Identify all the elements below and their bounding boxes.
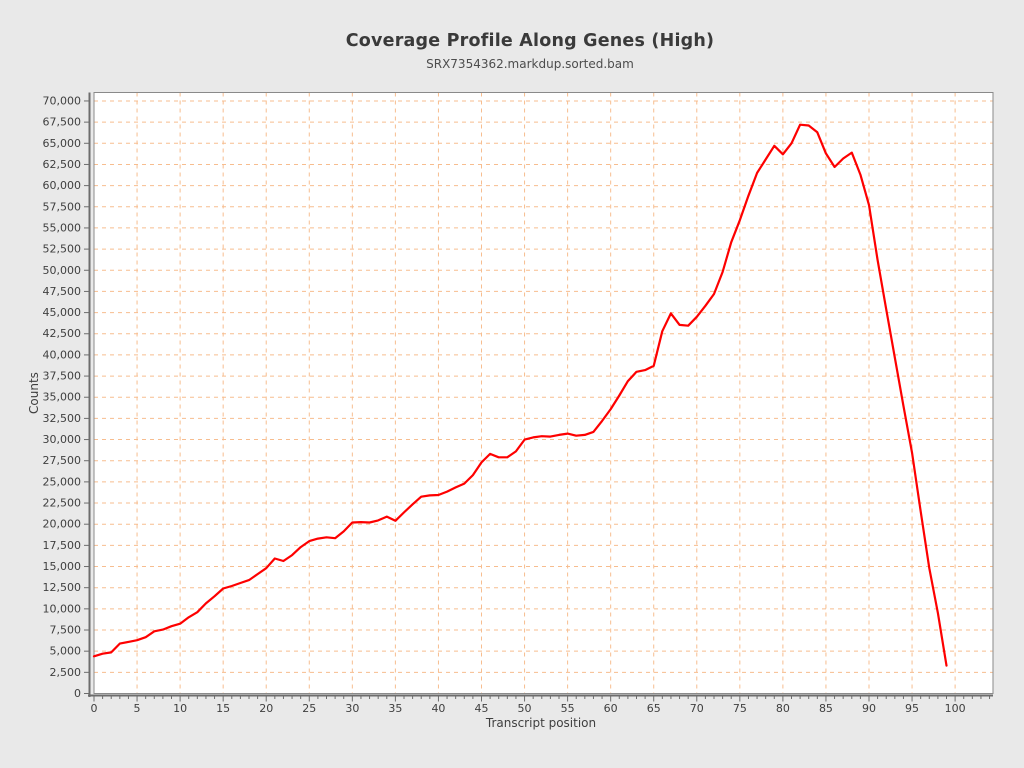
chart-subtitle: SRX7354362.markdup.sorted.bam	[426, 57, 634, 71]
svg-text:52,500: 52,500	[43, 243, 82, 256]
svg-text:15,000: 15,000	[43, 560, 82, 573]
svg-text:2,500: 2,500	[50, 666, 82, 679]
svg-text:45,000: 45,000	[43, 306, 82, 319]
svg-text:25: 25	[302, 702, 316, 715]
svg-text:20,000: 20,000	[43, 518, 82, 531]
svg-text:40: 40	[431, 702, 445, 715]
plot-background	[94, 92, 993, 694]
y-tick-labels: 0 2,500 5,000 7,500 10,000 12,500 15,000 17,500…	[43, 94, 82, 700]
svg-text:55,000: 55,000	[43, 221, 82, 234]
svg-text:27,500: 27,500	[43, 454, 82, 467]
svg-text:45: 45	[475, 702, 489, 715]
svg-text:5,000: 5,000	[50, 645, 82, 658]
coverage-line	[92, 123, 948, 667]
svg-text:35,000: 35,000	[43, 391, 82, 404]
svg-text:10,000: 10,000	[43, 602, 82, 615]
svg-text:0: 0	[74, 687, 81, 700]
svg-text:0: 0	[91, 702, 98, 715]
svg-text:5: 5	[134, 702, 141, 715]
svg-text:65: 65	[647, 702, 661, 715]
svg-text:32,500: 32,500	[43, 412, 82, 425]
svg-text:60,000: 60,000	[43, 179, 82, 192]
svg-text:95: 95	[905, 702, 919, 715]
svg-text:70,000: 70,000	[43, 94, 82, 107]
svg-text:30: 30	[345, 702, 359, 715]
svg-text:60: 60	[604, 702, 618, 715]
svg-text:40,000: 40,000	[43, 348, 82, 361]
svg-text:55: 55	[561, 702, 575, 715]
plot-border	[93, 92, 994, 694]
svg-text:80: 80	[776, 702, 790, 715]
svg-text:20: 20	[259, 702, 273, 715]
svg-text:42,500: 42,500	[43, 327, 82, 340]
x-tick-labels: 0 5 10 15 20 25 30 35 40 45 50 55 60 65 70 75 80 85 90 95 10…	[91, 702, 966, 715]
y-axis-title: Counts	[27, 372, 41, 414]
svg-text:15: 15	[216, 702, 230, 715]
svg-text:12,500: 12,500	[43, 581, 82, 594]
chart-title: Coverage Profile Along Genes (High)	[345, 31, 715, 51]
x-axis-title: Transcript position	[485, 716, 597, 730]
gridlines	[94, 92, 993, 694]
svg-text:85: 85	[819, 702, 833, 715]
svg-text:67,500: 67,500	[43, 116, 82, 129]
svg-text:75: 75	[733, 702, 747, 715]
tick-marks	[84, 100, 991, 702]
svg-text:37,500: 37,500	[43, 370, 82, 383]
svg-text:22,500: 22,500	[43, 497, 82, 510]
svg-text:50: 50	[518, 702, 532, 715]
svg-text:7,500: 7,500	[50, 624, 82, 637]
svg-text:62,500: 62,500	[43, 158, 82, 171]
svg-text:30,000: 30,000	[43, 433, 82, 446]
svg-text:25,000: 25,000	[43, 475, 82, 488]
svg-text:65,000: 65,000	[43, 137, 82, 150]
axis-lines	[88, 92, 993, 697]
svg-text:47,500: 47,500	[43, 285, 82, 298]
svg-text:57,500: 57,500	[43, 200, 82, 213]
svg-text:50,000: 50,000	[43, 264, 82, 277]
svg-text:90: 90	[862, 702, 876, 715]
svg-text:70: 70	[690, 702, 704, 715]
svg-text:17,500: 17,500	[43, 539, 82, 552]
svg-text:35: 35	[388, 702, 402, 715]
svg-text:10: 10	[173, 702, 187, 715]
svg-text:100: 100	[945, 702, 966, 715]
